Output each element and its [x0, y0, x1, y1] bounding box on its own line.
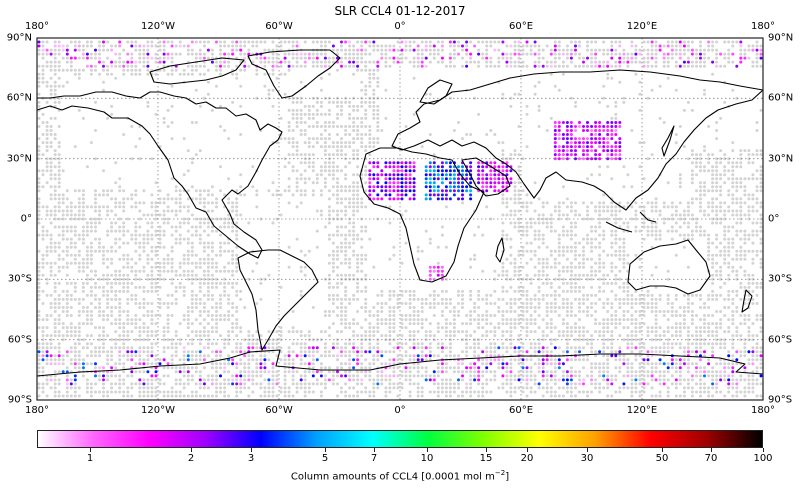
colorbar-tick-label: 50: [655, 453, 669, 464]
colorbar-tick-mark: [90, 448, 91, 452]
x-tick-bottom-2: 60°W: [265, 405, 293, 416]
x-tick-bottom-1: 120°W: [141, 405, 175, 416]
colorbar-tick-label: 100: [753, 453, 773, 464]
data-points: [37, 40, 763, 398]
y-tick-right-5: 60°S: [768, 334, 793, 346]
colorbar: [37, 430, 763, 448]
y-tick-left-1: 60°N: [6, 92, 32, 104]
y-tick-left-4: 30°S: [7, 273, 32, 285]
x-tick-bottom-0: 180°: [24, 405, 50, 416]
chart-title: SLR CCL4 01-12-2017: [334, 4, 466, 18]
x-tick-bottom-3: 0°: [394, 405, 406, 416]
colorbar-tick-label: 3: [247, 453, 255, 464]
colorbar-tick-mark: [427, 448, 428, 452]
colorbar-tick-mark: [587, 448, 588, 452]
colorbar-tick-mark: [251, 448, 252, 452]
colorbar-label: Column amounts of CCL4 [0.0001 mol m−2]: [290, 469, 510, 483]
y-tick-left-5: 60°S: [7, 334, 32, 346]
colorbar-tick-label: 30: [580, 453, 594, 464]
y-tick-right-3: 0°: [768, 213, 780, 225]
colorbar-tick-mark: [325, 448, 326, 452]
x-tick-top-0: 180°: [24, 21, 50, 32]
colorbar-tick-mark: [711, 448, 712, 452]
colorbar-tick-mark: [527, 448, 528, 452]
colorbar-tick-label: 15: [479, 453, 493, 464]
x-tick-bottom-5: 120°E: [626, 405, 658, 416]
coastlines: [36, 49, 764, 377]
colorbar-tick-mark: [486, 448, 487, 452]
colorbar-tick-label: 20: [520, 453, 534, 464]
y-tick-right-6: 90°S: [768, 394, 793, 406]
colorbar-tick-label: 70: [704, 453, 718, 464]
colorbar-tick-label: 5: [321, 453, 329, 464]
x-tick-bottom-4: 60°E: [508, 405, 534, 416]
colorbar-tick-label: 2: [187, 453, 195, 464]
x-tick-top-4: 60°E: [508, 21, 534, 32]
colorbar-tick-mark: [191, 448, 192, 452]
y-tick-right-1: 60°N: [768, 92, 794, 104]
colorbar-tick-mark: [374, 448, 375, 452]
colorbar-tick-mark: [763, 448, 764, 452]
x-tick-bottom-6: 180°: [750, 405, 776, 416]
gridlines: [37, 38, 763, 400]
x-tick-top-1: 120°W: [141, 21, 175, 32]
y-tick-left-3: 0°: [20, 213, 32, 225]
x-tick-top-6: 180°: [750, 21, 776, 32]
x-tick-top-5: 120°E: [626, 21, 658, 32]
colorbar-tick-label: 7: [370, 453, 378, 464]
y-tick-right-0: 90°N: [768, 32, 794, 44]
y-tick-right-2: 30°N: [768, 153, 794, 165]
map-frame: [36, 37, 764, 401]
y-tick-left-0: 90°N: [6, 32, 32, 44]
colorbar-tick-label: 10: [420, 453, 434, 464]
y-tick-right-4: 30°S: [768, 273, 793, 285]
y-tick-left-2: 30°N: [6, 153, 32, 165]
x-tick-top-3: 0°: [394, 21, 406, 32]
colorbar-tick-label: 1: [86, 453, 94, 464]
y-tick-left-6: 90°S: [7, 394, 32, 406]
colorbar-tick-mark: [662, 448, 663, 452]
x-tick-top-2: 60°W: [265, 21, 293, 32]
